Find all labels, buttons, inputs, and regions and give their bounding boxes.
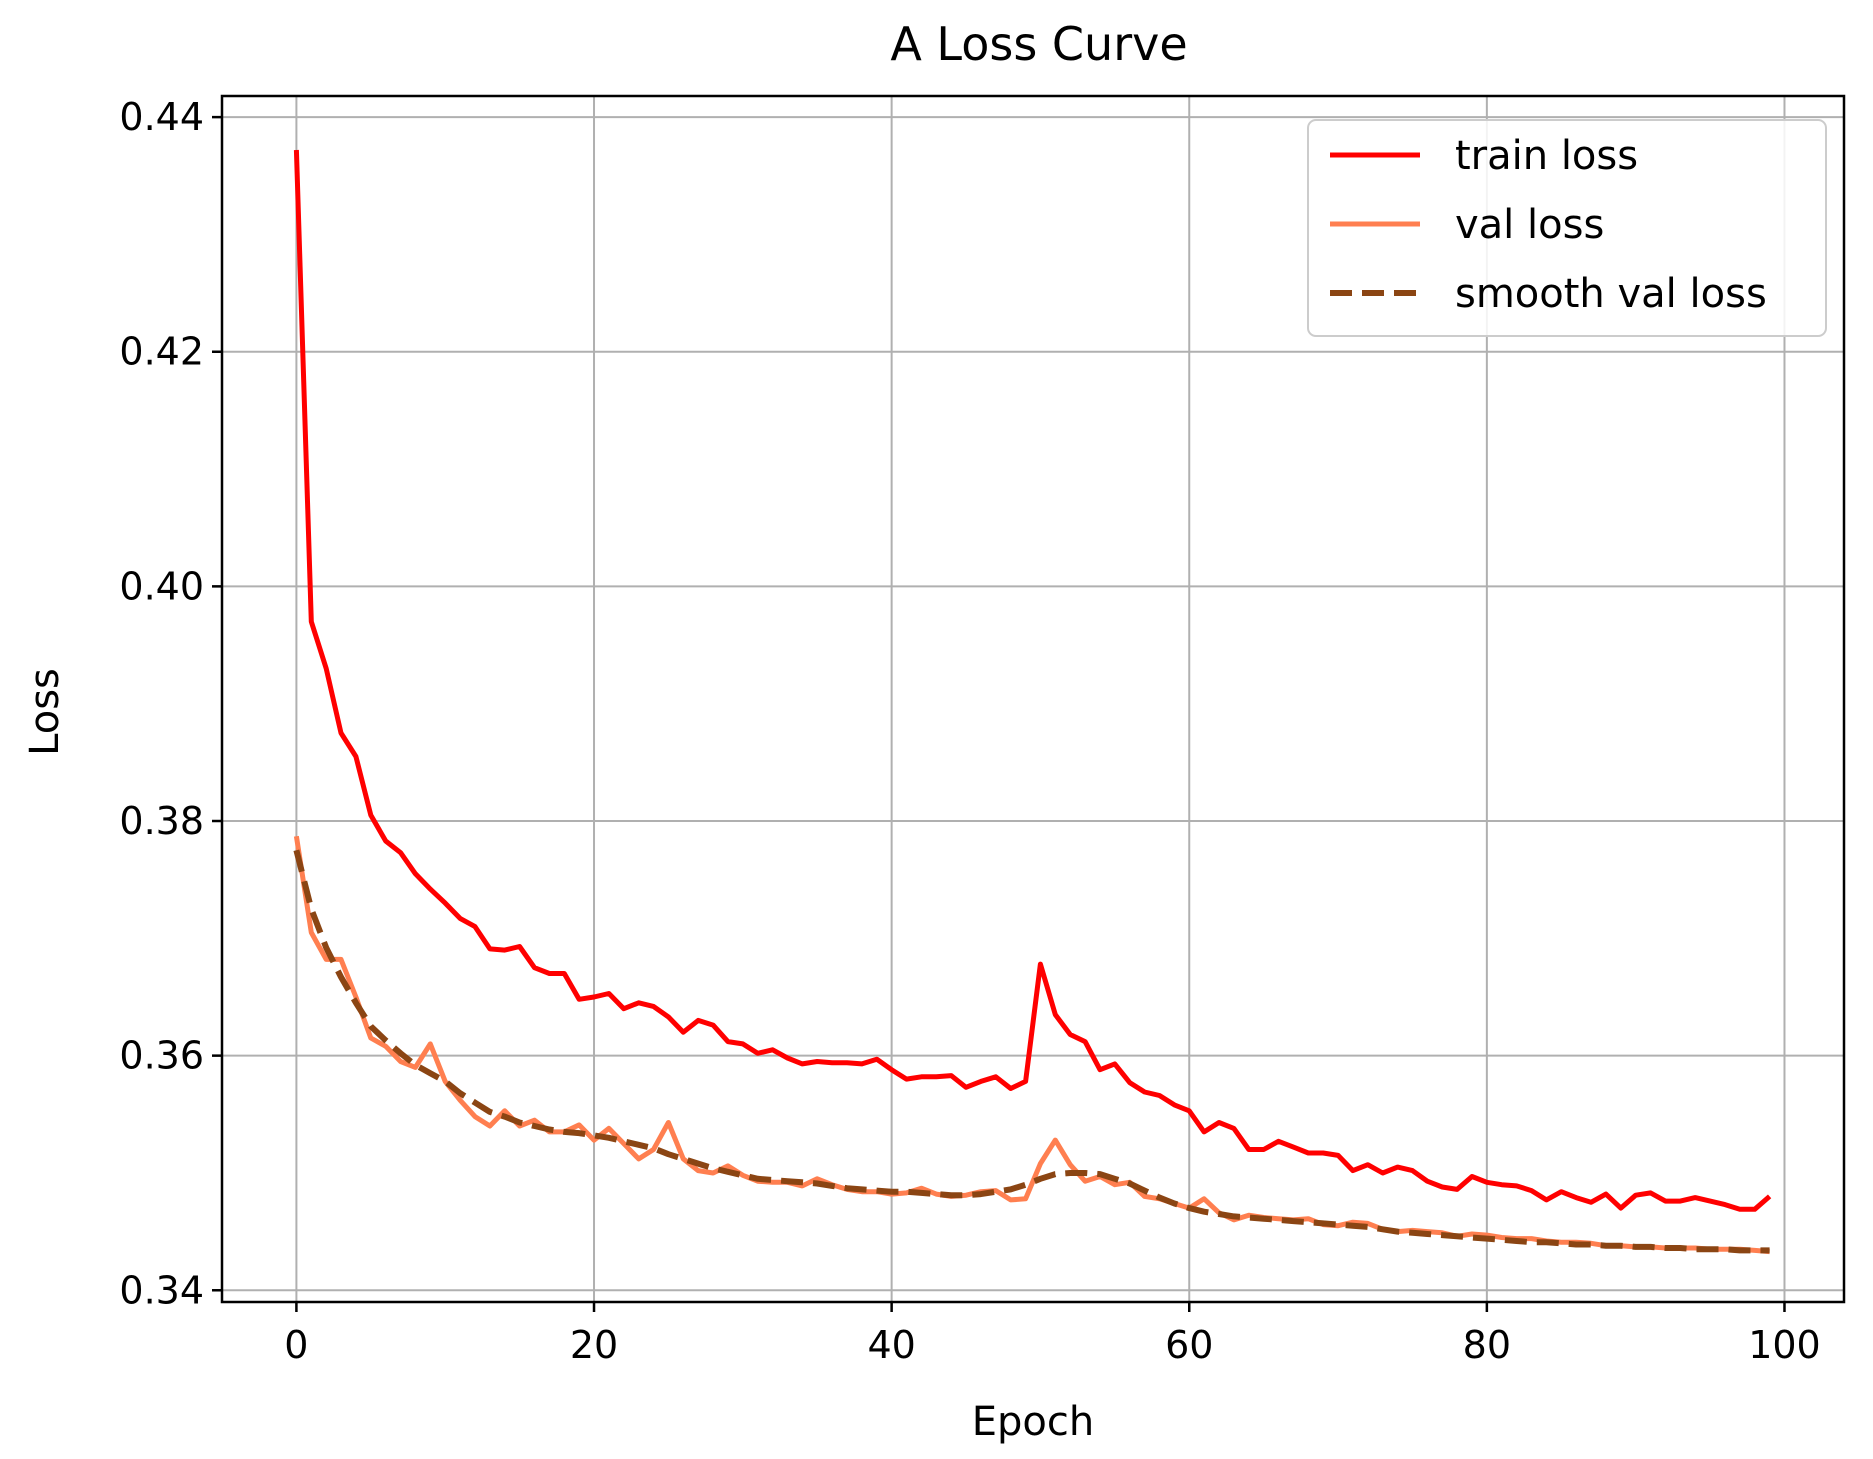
x-axis-label: Epoch	[972, 1399, 1094, 1445]
series-layer	[293, 149, 1772, 1255]
x-tick-label: 60	[1165, 1323, 1213, 1367]
legend: train loss val loss smooth val loss	[1307, 119, 1827, 337]
y-tick-label: 0.44	[119, 95, 204, 139]
series-line-train-loss	[293, 149, 1772, 1212]
legend-label-train-loss: train loss	[1455, 133, 1638, 179]
x-axis-ticks: 0 20 40 60 80 100	[284, 1302, 1821, 1367]
legend-label-val-loss: val loss	[1455, 202, 1604, 248]
series-line-smooth-val-loss	[293, 849, 1770, 1254]
plot-area-frame	[220, 94, 1846, 1304]
y-axis-ticks: 0.34 0.36 0.38 0.40 0.42 0.44	[119, 95, 222, 1312]
y-tick-label: 0.36	[119, 1034, 204, 1078]
y-tick-label: 0.40	[119, 564, 204, 608]
x-grid-lines	[295, 96, 1786, 1302]
x-tick-label: 100	[1748, 1323, 1821, 1367]
x-tick-label: 0	[284, 1323, 308, 1367]
y-axis-label: Loss	[22, 668, 68, 756]
y-grid-lines	[222, 116, 1844, 1292]
legend-box	[1307, 119, 1827, 337]
y-tick-label: 0.34	[119, 1268, 204, 1312]
y-tick-label: 0.42	[119, 330, 204, 374]
chart-title: A Loss Curve	[890, 17, 1187, 71]
y-tick-label: 0.38	[119, 799, 204, 843]
legend-label-smooth-val-loss: smooth val loss	[1455, 271, 1767, 317]
x-tick-label: 20	[570, 1323, 618, 1367]
x-tick-label: 80	[1463, 1323, 1511, 1367]
x-tick-label: 40	[867, 1323, 915, 1367]
